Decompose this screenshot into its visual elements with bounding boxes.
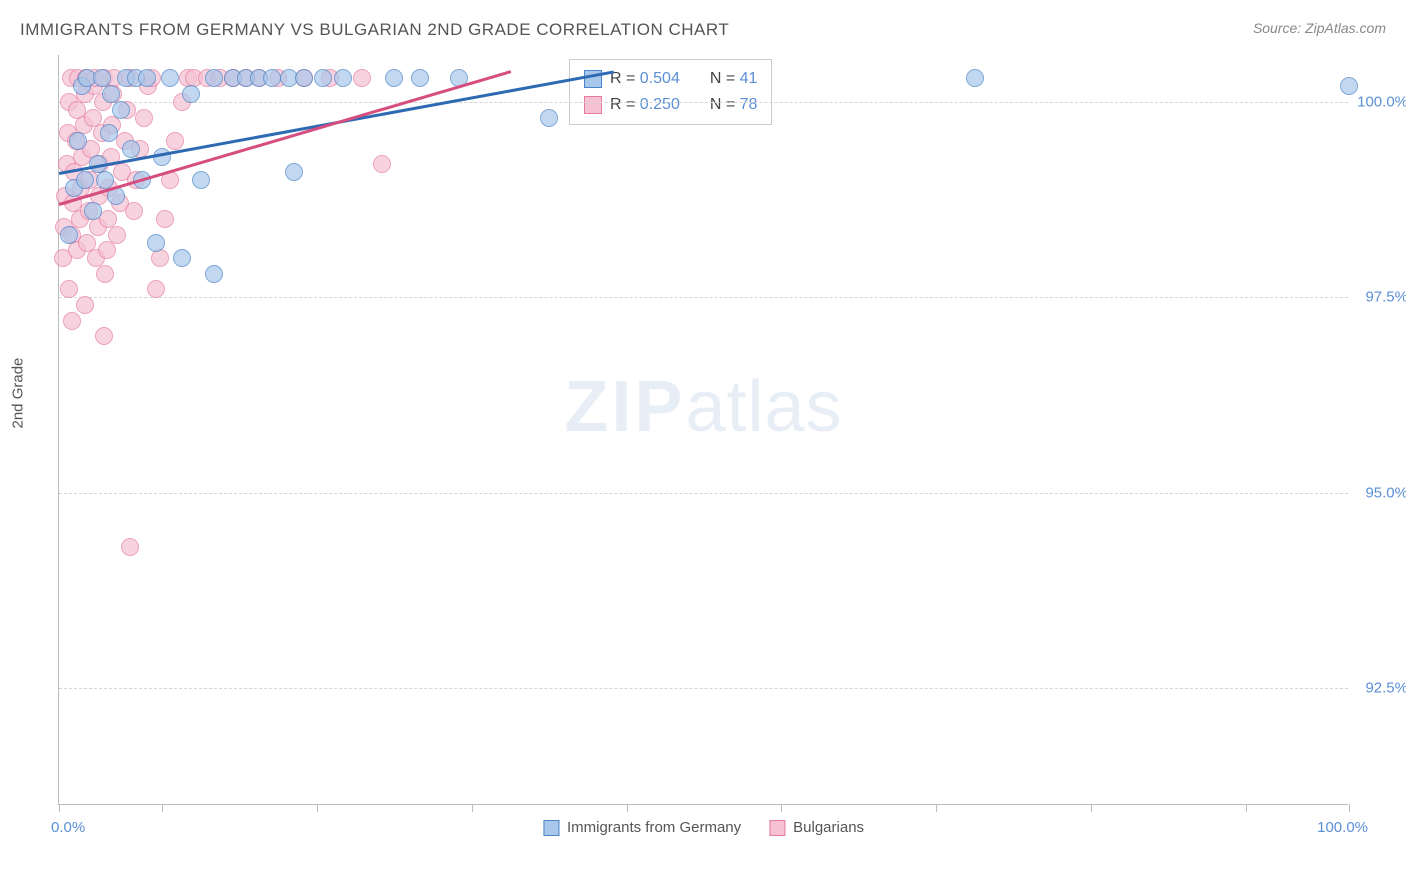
- x-tick: [1091, 804, 1092, 812]
- legend-swatch: [543, 820, 559, 836]
- x-tick: [162, 804, 163, 812]
- scatter-point-germany: [334, 69, 352, 87]
- scatter-point-bulgarians: [147, 280, 165, 298]
- scatter-point-germany: [147, 234, 165, 252]
- chart-container: IMMIGRANTS FROM GERMANY VS BULGARIAN 2ND…: [0, 0, 1406, 892]
- x-tick: [472, 804, 473, 812]
- y-tick-label: 92.5%: [1365, 679, 1406, 696]
- scatter-point-bulgarians: [135, 109, 153, 127]
- x-tick: [781, 804, 782, 812]
- correlation-legend: R = 0.504 N = 41 R = 0.250 N = 78: [569, 59, 772, 125]
- series-legend: Immigrants from Germany Bulgarians: [543, 819, 864, 836]
- scatter-point-germany: [966, 69, 984, 87]
- gridline: [59, 102, 1348, 103]
- scatter-point-germany: [192, 171, 210, 189]
- scatter-point-bulgarians: [108, 226, 126, 244]
- scatter-point-bulgarians: [98, 241, 116, 259]
- y-tick-label: 97.5%: [1365, 289, 1406, 306]
- scatter-point-germany: [84, 202, 102, 220]
- legend-r-label: R = 0.250: [610, 96, 680, 114]
- scatter-point-germany: [540, 109, 558, 127]
- gridline: [59, 297, 1348, 298]
- scatter-point-germany: [100, 124, 118, 142]
- x-tick: [1246, 804, 1247, 812]
- scatter-point-bulgarians: [96, 265, 114, 283]
- scatter-point-bulgarians: [121, 538, 139, 556]
- legend-row-germany: R = 0.504 N = 41: [584, 66, 757, 92]
- scatter-point-germany: [314, 69, 332, 87]
- scatter-point-germany: [263, 69, 281, 87]
- y-axis-label: 2nd Grade: [10, 358, 27, 429]
- scatter-point-germany: [285, 163, 303, 181]
- scatter-point-bulgarians: [76, 296, 94, 314]
- x-tick: [317, 804, 318, 812]
- x-axis-max-label: 100.0%: [1317, 819, 1368, 836]
- legend-item-germany: Immigrants from Germany: [543, 819, 741, 836]
- scatter-point-germany: [76, 171, 94, 189]
- legend-label: Bulgarians: [793, 819, 864, 836]
- scatter-point-germany: [411, 69, 429, 87]
- legend-item-bulgarians: Bulgarians: [769, 819, 864, 836]
- x-tick: [1349, 804, 1350, 812]
- scatter-point-germany: [295, 69, 313, 87]
- legend-row-bulgarians: R = 0.250 N = 78: [584, 92, 757, 118]
- y-tick-label: 100.0%: [1357, 93, 1406, 110]
- scatter-point-germany: [112, 101, 130, 119]
- scatter-point-germany: [1340, 77, 1358, 95]
- y-tick-label: 95.0%: [1365, 484, 1406, 501]
- legend-label: Immigrants from Germany: [567, 819, 741, 836]
- gridline: [59, 493, 1348, 494]
- scatter-point-bulgarians: [156, 210, 174, 228]
- plot-area: ZIPatlas R = 0.504N = 41R = 0.250N = 78 …: [58, 55, 1348, 805]
- legend-n-label: N = 78: [710, 96, 758, 114]
- chart-title: IMMIGRANTS FROM GERMANY VS BULGARIAN 2ND…: [20, 20, 729, 40]
- scatter-point-germany: [69, 132, 87, 150]
- legend-n-label: N = 41: [710, 70, 758, 88]
- x-tick: [936, 804, 937, 812]
- scatter-point-germany: [60, 226, 78, 244]
- scatter-point-germany: [161, 69, 179, 87]
- x-tick: [59, 804, 60, 812]
- x-tick: [627, 804, 628, 812]
- scatter-point-bulgarians: [353, 69, 371, 87]
- legend-r-label: R = 0.504: [610, 70, 680, 88]
- legend-swatch: [769, 820, 785, 836]
- scatter-point-bulgarians: [373, 155, 391, 173]
- gridline: [59, 688, 1348, 689]
- scatter-point-bulgarians: [166, 132, 184, 150]
- watermark: ZIPatlas: [564, 366, 842, 448]
- scatter-point-germany: [205, 265, 223, 283]
- scatter-point-bulgarians: [63, 312, 81, 330]
- scatter-point-germany: [182, 85, 200, 103]
- legend-swatch: [584, 96, 602, 114]
- scatter-point-germany: [122, 140, 140, 158]
- scatter-point-bulgarians: [60, 280, 78, 298]
- x-axis-min-label: 0.0%: [51, 819, 85, 836]
- scatter-point-bulgarians: [151, 249, 169, 267]
- watermark-prefix: ZIP: [564, 367, 685, 447]
- scatter-point-germany: [385, 69, 403, 87]
- scatter-point-bulgarians: [95, 327, 113, 345]
- scatter-point-germany: [138, 69, 156, 87]
- scatter-point-bulgarians: [125, 202, 143, 220]
- scatter-point-germany: [205, 69, 223, 87]
- watermark-suffix: atlas: [685, 367, 842, 447]
- source-attribution: Source: ZipAtlas.com: [1253, 20, 1386, 36]
- scatter-point-germany: [173, 249, 191, 267]
